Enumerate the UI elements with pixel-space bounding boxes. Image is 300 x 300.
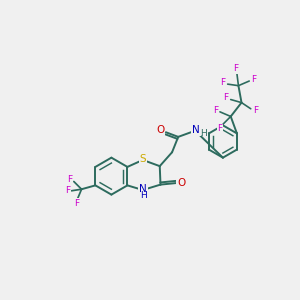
Text: S: S [140,154,146,164]
Text: F: F [68,176,73,184]
Text: F: F [234,64,239,73]
Text: F: F [251,75,256,84]
Text: F: F [224,94,229,103]
Text: F: F [65,186,70,195]
Text: H: H [140,191,147,200]
Text: F: F [213,106,218,115]
Text: O: O [156,125,165,135]
Text: F: F [253,106,258,115]
Text: H: H [200,129,207,138]
Text: N: N [139,184,147,194]
Text: F: F [218,124,223,133]
Text: F: F [74,199,80,208]
Text: N: N [192,125,200,135]
Text: F: F [220,78,226,87]
Text: O: O [177,178,185,188]
